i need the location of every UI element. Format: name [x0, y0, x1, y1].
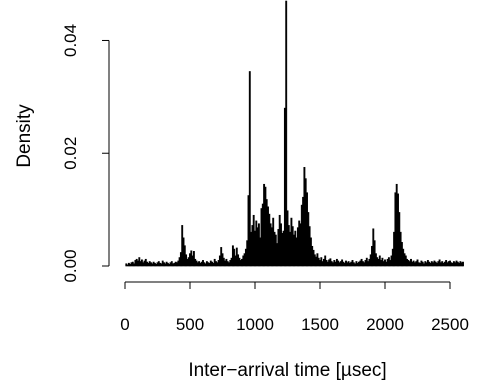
histogram-bar — [462, 261, 464, 267]
y-axis-ticks: 0.00 0.02 0.04 — [61, 24, 109, 283]
y-tick-label: 0.04 — [61, 24, 80, 57]
y-tick-label: 0.00 — [61, 249, 80, 282]
x-axis-ticks: 0 500 1000 1500 2000 2500 — [120, 282, 469, 334]
x-tick-label: 1500 — [301, 315, 339, 334]
y-tick-label: 0.02 — [61, 137, 80, 170]
x-tick-label: 0 — [120, 315, 129, 334]
histogram-bar — [192, 251, 195, 267]
x-tick-label: 2500 — [431, 315, 469, 334]
x-axis-title: Inter−arrival time [µsec] — [188, 360, 386, 381]
histogram-bars — [125, 0, 464, 267]
x-tick-label: 500 — [176, 315, 204, 334]
x-tick-label: 1000 — [236, 315, 274, 334]
histogram-bar — [285, 0, 288, 267]
x-tick-label: 2000 — [366, 315, 404, 334]
y-axis-title: Density — [14, 104, 35, 168]
histogram-bar — [248, 71, 251, 267]
